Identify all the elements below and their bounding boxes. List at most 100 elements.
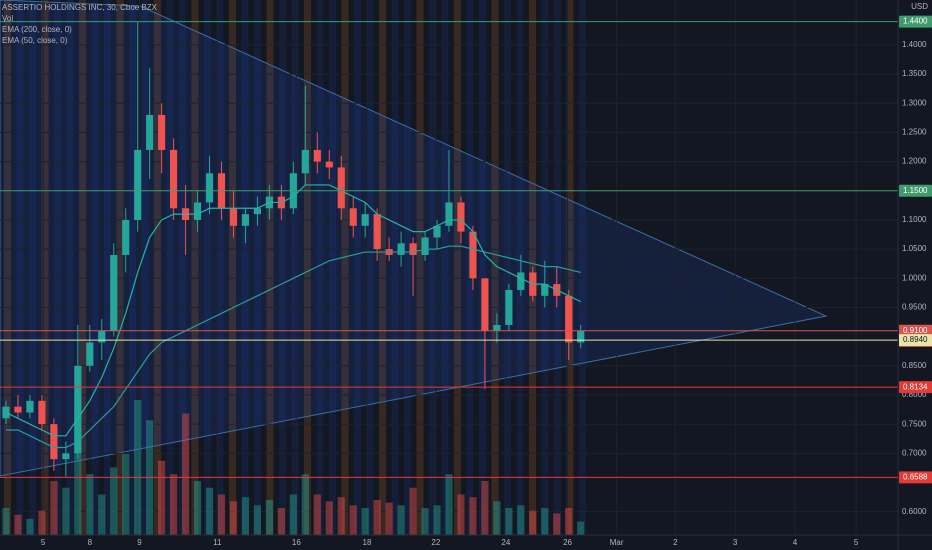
candle-body (62, 453, 70, 460)
x-tick-label: 24 (501, 538, 510, 547)
session-band (554, 0, 561, 535)
session-band (291, 0, 299, 535)
volume-bar (385, 502, 393, 535)
x-tick-label: 4 (793, 538, 798, 547)
session-band (16, 0, 24, 535)
y-tick-label: 1.3000 (902, 98, 927, 107)
price-label: 0.8940 (903, 335, 928, 344)
candle-body (50, 424, 58, 460)
volume-bar (529, 510, 537, 535)
indicator: Vol (2, 14, 13, 23)
volume-bar (134, 400, 142, 535)
candle-body (457, 202, 465, 232)
volume-bar (217, 494, 226, 535)
candle-body (229, 208, 238, 226)
session-band (229, 0, 236, 535)
session-band (391, 0, 399, 535)
candle-body (86, 342, 94, 366)
session-band (116, 0, 124, 535)
candle-body (565, 295, 573, 343)
session-band (379, 0, 386, 535)
y-tick-label: 1.0500 (902, 244, 927, 253)
session-band (54, 0, 61, 535)
volume-bar (553, 513, 561, 535)
session-band (404, 0, 411, 535)
session-band (454, 0, 461, 535)
price-label-box (899, 381, 932, 394)
candle-body (74, 365, 82, 454)
session-band (366, 0, 374, 535)
volume-bar (517, 505, 525, 535)
volume-bar (98, 494, 106, 535)
chart-title: ASSERTIO HOLDINGS INC, 30, Cboe BZX (2, 3, 158, 12)
candle-body (361, 214, 369, 226)
session-band (216, 0, 224, 535)
volume-bar (2, 508, 10, 535)
volume-bar (277, 508, 285, 535)
ema-line (5, 245, 581, 449)
x-tick-label: 8 (88, 538, 93, 547)
volume (2, 400, 585, 535)
session-band (279, 0, 286, 535)
volume-bar (349, 505, 357, 535)
session-band (41, 0, 49, 535)
session-band (129, 0, 136, 535)
session-band (29, 0, 36, 535)
volume-bar (361, 508, 369, 535)
y-tick-label: 1.0000 (902, 273, 927, 282)
price-label-box (899, 471, 932, 484)
x-tick-label: 18 (363, 538, 372, 547)
session-band (191, 0, 199, 535)
volume-bar (373, 499, 381, 535)
candle-body (146, 114, 154, 150)
volume-bar (74, 406, 82, 535)
y-tick-label: 0.6000 (902, 507, 927, 516)
x-tick-label: 11 (213, 538, 222, 547)
candle-body (373, 214, 381, 250)
volume-bar (170, 474, 178, 535)
volume-bar (397, 505, 405, 535)
candle-body (349, 208, 357, 226)
candle-body (98, 330, 106, 343)
volume-bar (445, 474, 453, 535)
session-band (516, 0, 524, 535)
price-label: 0.9100 (903, 326, 928, 335)
session-band (254, 0, 261, 535)
volume-bar (241, 497, 250, 535)
volume-bar (265, 499, 273, 535)
volume-bar (205, 487, 214, 535)
candle-body (397, 243, 405, 255)
candle-body (469, 231, 477, 279)
volume-bar (565, 508, 573, 535)
volume-bar (577, 521, 585, 535)
candle-body (38, 400, 46, 425)
session-band (266, 0, 274, 535)
y-tick-label: 0.8000 (902, 390, 927, 399)
candle-body (481, 278, 489, 331)
candle-body (170, 149, 178, 209)
candle-body (26, 400, 34, 413)
volume-bar (325, 501, 333, 535)
x-tick-label: 9 (137, 538, 142, 547)
candle-body (205, 173, 214, 203)
price-label-box (899, 324, 932, 337)
volume-bar (110, 467, 118, 535)
y-tick-label: 0.9500 (902, 303, 927, 312)
plot (0, 21, 898, 478)
y-tick-label: 1.2000 (902, 157, 927, 166)
price-label: 0.6588 (903, 472, 928, 481)
indicator: EMA (50, close, 0) (2, 36, 68, 45)
volume-bar (469, 497, 477, 535)
session-band (104, 0, 111, 535)
candle-body (541, 284, 549, 296)
price-label-box (899, 334, 932, 347)
x-tick-label: 3 (733, 538, 738, 547)
candle-body (409, 243, 417, 255)
volume-bar (541, 508, 549, 535)
candle-body (253, 208, 262, 215)
session-band (79, 0, 86, 535)
price-label-box (899, 184, 932, 197)
session-band (204, 0, 211, 535)
volume-bar (62, 487, 70, 535)
candle-body (433, 225, 441, 238)
